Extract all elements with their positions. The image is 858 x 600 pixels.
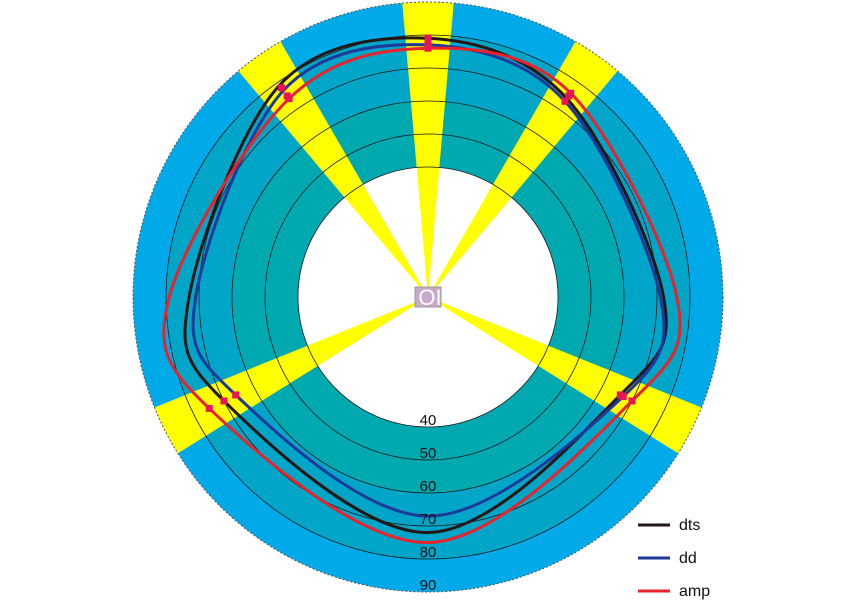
series-lines (162, 36, 682, 545)
legend-label-dd: dd (679, 550, 697, 567)
tick-label-90: 90 (420, 577, 437, 594)
series-line-amp (162, 46, 682, 545)
legend: dts dd amp (638, 517, 710, 600)
series-line-dd (191, 43, 666, 518)
marker-amp-0 (424, 44, 432, 52)
marker-dd-3 (232, 391, 240, 399)
marker-dts-3 (220, 397, 228, 405)
marker-dd-2 (619, 392, 627, 400)
ring-70 (198, 67, 658, 527)
center-badge: OI (414, 285, 442, 310)
highlight-sector-4 (154, 297, 428, 454)
marker-amp-3 (205, 404, 213, 412)
highlight-sectors (154, 1, 702, 454)
tick-label-50: 50 (420, 445, 437, 462)
marker-dd-1 (561, 97, 569, 105)
marker-amp-4 (285, 95, 293, 103)
ring-90 (132, 1, 724, 593)
marker-amp-2 (628, 397, 636, 405)
tick-label-80: 80 (420, 544, 437, 561)
ring-50 (264, 133, 592, 461)
marker-dts-4 (278, 84, 286, 92)
marker-amp-1 (567, 89, 575, 97)
center-box (414, 286, 442, 308)
ring-60 (231, 100, 625, 494)
center-label: OI (418, 285, 441, 310)
highlight-sector-3 (428, 297, 702, 454)
highlight-sector-2 (238, 41, 428, 297)
series-line-dts (183, 36, 668, 535)
ring-40 (297, 166, 559, 428)
tick-label-70: 70 (420, 511, 437, 528)
legend-label-dts: dts (679, 517, 700, 534)
radial-tick-labels: 40 50 60 70 80 90 (420, 412, 437, 594)
tick-label-60: 60 (420, 478, 437, 495)
series-markers (205, 34, 636, 412)
legend-label-amp: amp (679, 583, 710, 600)
tick-label-40: 40 (420, 412, 437, 429)
highlight-sector-0 (402, 1, 454, 297)
marker-dts-0 (424, 34, 432, 42)
